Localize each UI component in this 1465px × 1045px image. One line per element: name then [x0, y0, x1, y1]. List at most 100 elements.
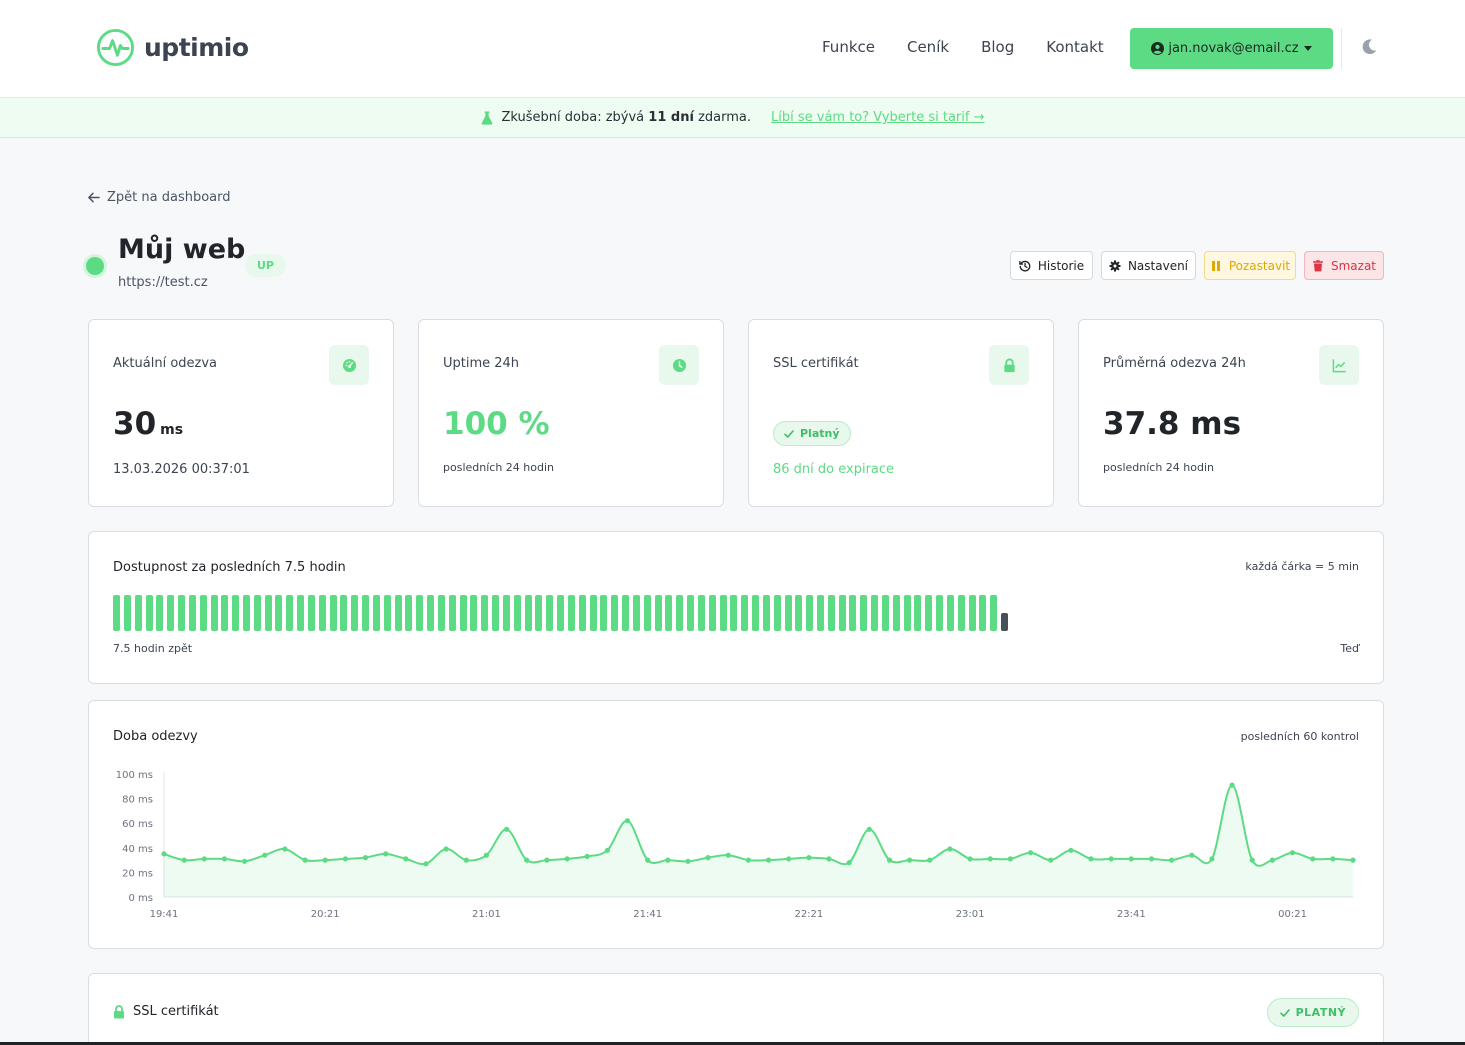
availability-bar-up[interactable] — [188, 595, 196, 631]
response-point[interactable] — [1350, 857, 1356, 863]
response-point[interactable] — [1169, 857, 1175, 863]
response-point[interactable] — [342, 856, 348, 862]
response-point[interactable] — [584, 853, 590, 859]
response-point[interactable] — [1189, 852, 1195, 858]
availability-bar-up[interactable] — [145, 595, 153, 631]
nav-link-pricing[interactable]: Ceník — [906, 38, 950, 56]
availability-bar-up[interactable] — [838, 595, 846, 631]
availability-bar-up[interactable] — [459, 595, 467, 631]
response-point[interactable] — [927, 857, 933, 863]
availability-bar-up[interactable] — [622, 595, 629, 631]
availability-bar-up[interactable] — [946, 595, 954, 631]
response-point[interactable] — [242, 858, 248, 864]
response-point[interactable] — [806, 855, 812, 861]
availability-bar-up[interactable] — [243, 595, 250, 631]
availability-bar-up[interactable] — [957, 595, 965, 631]
availability-bar-up[interactable] — [134, 595, 142, 631]
response-point[interactable] — [624, 818, 631, 824]
response-point[interactable] — [403, 856, 409, 862]
availability-bar-up[interactable] — [123, 595, 131, 631]
availability-bar-up[interactable] — [264, 595, 272, 631]
response-point[interactable] — [524, 857, 530, 863]
availability-bar-up[interactable] — [914, 595, 922, 631]
response-point[interactable] — [745, 857, 752, 863]
response-point[interactable] — [947, 846, 953, 852]
logo[interactable]: uptimio — [96, 28, 249, 67]
response-point[interactable] — [786, 856, 792, 862]
response-point[interactable] — [604, 847, 611, 853]
availability-bar-up[interactable] — [784, 595, 792, 631]
availability-bar-up[interactable] — [827, 595, 835, 631]
response-point[interactable] — [665, 857, 671, 863]
availability-bar-up[interactable] — [687, 595, 694, 631]
response-point[interactable] — [866, 826, 872, 832]
availability-bar-up[interactable] — [730, 595, 738, 631]
response-point[interactable] — [1028, 850, 1034, 856]
user-menu-button[interactable]: jan.novak@email.cz — [1130, 28, 1333, 69]
availability-bar-up[interactable] — [654, 595, 662, 631]
response-point[interactable] — [423, 861, 429, 867]
response-point[interactable] — [221, 856, 228, 862]
availability-bar-up[interactable] — [600, 595, 608, 631]
availability-bar-up[interactable] — [979, 595, 987, 631]
availability-bar-up[interactable] — [362, 595, 370, 631]
availability-bar-up[interactable] — [372, 595, 380, 631]
moon-icon[interactable] — [1360, 38, 1378, 56]
availability-bar-up[interactable] — [156, 595, 164, 631]
availability-bar-up[interactable] — [232, 595, 240, 631]
delete-button[interactable]: Smazat — [1304, 251, 1384, 280]
availability-bar-up[interactable] — [557, 595, 564, 631]
availability-bar-up[interactable] — [448, 595, 456, 631]
availability-bar-up[interactable] — [892, 595, 900, 631]
response-point[interactable] — [1048, 857, 1054, 863]
response-point[interactable] — [766, 857, 772, 863]
response-point[interactable] — [907, 857, 913, 863]
response-point[interactable] — [282, 846, 288, 852]
availability-bar-up[interactable] — [860, 595, 868, 631]
response-point[interactable] — [483, 852, 489, 858]
availability-bar-up[interactable] — [817, 595, 824, 631]
response-point[interactable] — [846, 860, 852, 866]
settings-button[interactable]: Nastavení — [1101, 251, 1196, 280]
response-point[interactable] — [564, 856, 570, 862]
response-point[interactable] — [1088, 856, 1094, 862]
availability-bar-up[interactable] — [513, 595, 521, 631]
availability-bar-up[interactable] — [849, 595, 857, 631]
response-point[interactable] — [826, 856, 832, 862]
response-point[interactable] — [705, 855, 711, 861]
response-point[interactable] — [383, 851, 389, 857]
response-point[interactable] — [1209, 856, 1215, 862]
nav-link-blog[interactable]: Blog — [981, 38, 1015, 56]
availability-bar-up[interactable] — [546, 595, 554, 631]
availability-bar-up[interactable] — [903, 595, 911, 631]
availability-bar-up[interactable] — [881, 595, 889, 631]
response-point[interactable] — [645, 857, 651, 863]
availability-bar-up[interactable] — [221, 595, 229, 631]
availability-bar-up[interactable] — [589, 595, 597, 631]
response-point[interactable] — [987, 856, 993, 862]
availability-bar-up[interactable] — [752, 595, 759, 631]
nav-link-features[interactable]: Funkce — [822, 38, 875, 56]
response-point[interactable] — [886, 857, 893, 863]
response-point[interactable] — [685, 858, 691, 864]
availability-bar-up[interactable] — [611, 595, 619, 631]
response-point[interactable] — [1229, 782, 1235, 788]
response-point[interactable] — [262, 852, 268, 858]
availability-bar-up[interactable] — [936, 595, 944, 631]
availability-bar-up[interactable] — [492, 595, 500, 631]
response-point[interactable] — [463, 857, 469, 863]
pause-button[interactable]: Pozastavit — [1204, 251, 1296, 280]
availability-bar-current[interactable] — [1001, 613, 1009, 631]
response-point[interactable] — [1249, 857, 1255, 863]
response-point[interactable] — [443, 846, 449, 852]
availability-bar-up[interactable] — [578, 595, 586, 631]
availability-bar-up[interactable] — [806, 595, 814, 631]
availability-bar-up[interactable] — [925, 595, 933, 631]
availability-bar-up[interactable] — [394, 595, 402, 631]
response-point[interactable] — [504, 826, 510, 832]
response-point[interactable] — [1068, 847, 1074, 853]
response-point[interactable] — [1289, 850, 1296, 856]
response-point[interactable] — [1007, 856, 1014, 862]
availability-bar-up[interactable] — [178, 595, 185, 631]
response-point[interactable] — [1108, 856, 1114, 862]
